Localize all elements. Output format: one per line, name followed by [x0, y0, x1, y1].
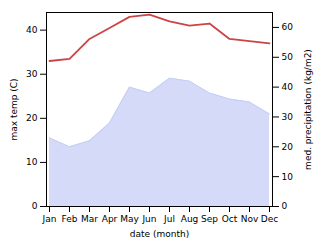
svg-text:Dec: Dec	[261, 214, 278, 224]
svg-text:Jan: Jan	[42, 214, 57, 224]
svg-text:max temp (C): max temp (C)	[9, 78, 19, 140]
svg-text:Nov: Nov	[241, 214, 259, 224]
svg-text:Feb: Feb	[62, 214, 78, 224]
svg-text:0: 0	[282, 201, 288, 211]
svg-text:10: 10	[282, 172, 294, 182]
svg-text:date (month): date (month)	[130, 229, 189, 239]
svg-text:med. precipitation (kg/m2): med. precipitation (kg/m2)	[303, 49, 313, 170]
svg-text:10: 10	[26, 157, 38, 167]
svg-text:60: 60	[282, 22, 294, 32]
svg-text:40: 40	[26, 25, 38, 35]
svg-text:Jun: Jun	[141, 214, 156, 224]
svg-text:40: 40	[282, 82, 294, 92]
svg-text:Oct: Oct	[222, 214, 238, 224]
svg-text:0: 0	[32, 201, 38, 211]
svg-text:Sep: Sep	[201, 214, 218, 224]
svg-text:Aug: Aug	[181, 214, 199, 224]
svg-text:Jul: Jul	[163, 214, 175, 224]
svg-text:30: 30	[282, 112, 294, 122]
svg-text:Mar: Mar	[81, 214, 98, 224]
svg-text:Apr: Apr	[102, 214, 118, 224]
svg-text:20: 20	[282, 142, 294, 152]
svg-text:50: 50	[282, 52, 294, 62]
svg-text:30: 30	[26, 69, 38, 79]
svg-text:20: 20	[26, 113, 38, 123]
svg-text:May: May	[120, 214, 139, 224]
